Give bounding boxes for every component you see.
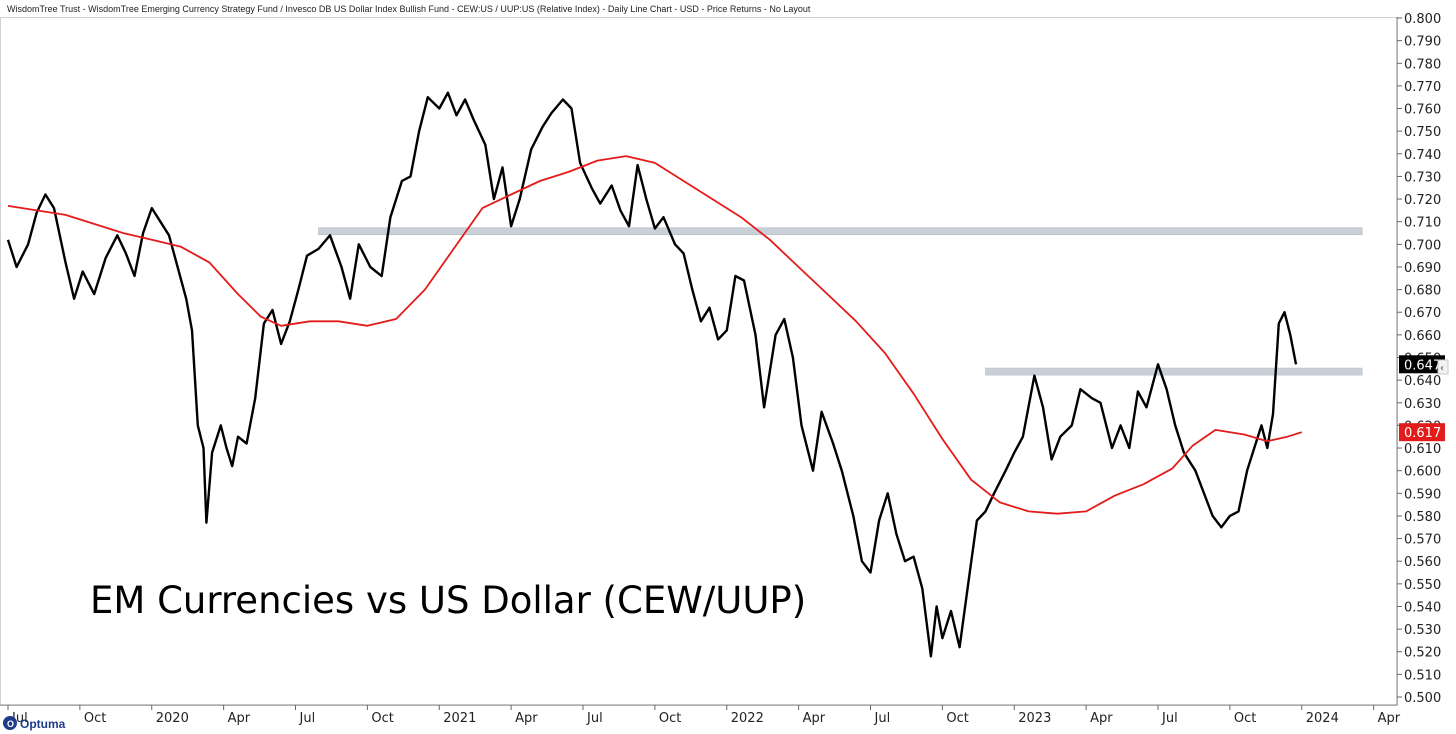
y-tick-label: 0.780	[1404, 57, 1441, 72]
ma-last-value-tag	[1399, 423, 1445, 442]
y-tick-label: 0.680	[1404, 284, 1441, 299]
price-last-value-label: 0.647	[1404, 358, 1441, 373]
y-tick-label: 0.600	[1404, 465, 1441, 480]
y-tick-label: 0.540	[1404, 600, 1441, 615]
y-tick-label: 0.790	[1404, 35, 1441, 50]
y-tick-label: 0.570	[1404, 533, 1441, 548]
x-tick-label: Oct	[371, 711, 393, 726]
x-tick-label: 2020	[156, 711, 189, 726]
last-value-tags: 0.647 0.617	[1399, 355, 1445, 442]
x-tick-label: Oct	[84, 711, 106, 726]
y-tick-label: 0.610	[1404, 442, 1441, 457]
x-tick-label: Oct	[659, 711, 681, 726]
x-tick-label: 2024	[1306, 711, 1339, 726]
axis-collapse-handle[interactable]: ‹	[1437, 359, 1449, 375]
x-tick-label: Apr	[1090, 711, 1113, 726]
y-tick-label: 0.580	[1404, 510, 1441, 525]
y-tick-label: 0.630	[1404, 397, 1441, 412]
optuma-logo-glyph: O	[7, 719, 14, 729]
ma-last-value-label: 0.617	[1404, 426, 1441, 441]
optuma-logo: O Optuma	[3, 716, 66, 731]
y-tick-label: 0.700	[1404, 238, 1441, 253]
y-tick-label: 0.660	[1404, 329, 1441, 344]
optuma-logo-icon	[3, 716, 17, 730]
y-tick-label: 0.520	[1404, 646, 1441, 661]
x-tick-label: Jul	[874, 711, 891, 726]
y-tick-label: 0.770	[1404, 80, 1441, 95]
x-tick-label: Apr	[515, 711, 538, 726]
x-tick-label: Apr	[803, 711, 826, 726]
chart-header-title: WisdomTree Trust - WisdomTree Emerging C…	[7, 4, 811, 14]
optuma-logo-text: Optuma	[20, 717, 66, 731]
y-tick-label: 0.800	[1404, 12, 1441, 27]
x-tick-label: Oct	[946, 711, 968, 726]
x-tick-label: 2023	[1018, 711, 1051, 726]
resistance-zone	[985, 367, 1363, 376]
y-tick-label: 0.760	[1404, 103, 1441, 118]
axis-collapse-handle-box[interactable]	[1437, 359, 1449, 375]
x-axis: Jul Oct 2020 Apr Jul Oct 2021 Apr Jul Oct 2022 Apr J…	[0, 704, 1401, 726]
y-tick-label: 0.670	[1404, 306, 1441, 321]
x-tick-label: Apr	[228, 711, 251, 726]
x-tick-label: Jul	[299, 711, 316, 726]
y-tick-label: 0.740	[1404, 148, 1441, 163]
chart-annotation: EM Currencies vs US Dollar (CEW/UUP)	[90, 579, 806, 622]
y-tick-label: 0.690	[1404, 261, 1441, 276]
y-tick-label: 0.560	[1404, 555, 1441, 570]
x-tick-label: 2022	[731, 711, 764, 726]
y-tick-label: 0.730	[1404, 170, 1441, 185]
y-tick-label: 0.710	[1404, 216, 1441, 231]
price-last-value-tag	[1399, 355, 1445, 374]
series-group	[6, 91, 1303, 658]
price-line	[6, 91, 1298, 658]
x-tick-label: Jul	[1161, 711, 1178, 726]
resistance-zones	[318, 227, 1363, 376]
x-tick-label: 2021	[443, 711, 476, 726]
y-tick-label: 0.590	[1404, 487, 1441, 502]
y-tick-label: 0.720	[1404, 193, 1441, 208]
resistance-zone	[318, 227, 1363, 236]
y-tick-label: 0.550	[1404, 578, 1441, 593]
y-tick-label: 0.750	[1404, 125, 1441, 140]
x-tick-label: Apr	[1378, 711, 1401, 726]
x-tick-label: Oct	[1234, 711, 1256, 726]
chevron-left-icon[interactable]: ‹	[1440, 363, 1444, 374]
y-tick-label: 0.640	[1404, 374, 1441, 389]
y-tick-label: 0.500	[1404, 691, 1441, 706]
moving-average-line	[7, 155, 1303, 515]
y-tick-label: 0.530	[1404, 623, 1441, 638]
x-tick-label: Jul	[586, 711, 603, 726]
y-tick-label: 0.510	[1404, 668, 1441, 683]
